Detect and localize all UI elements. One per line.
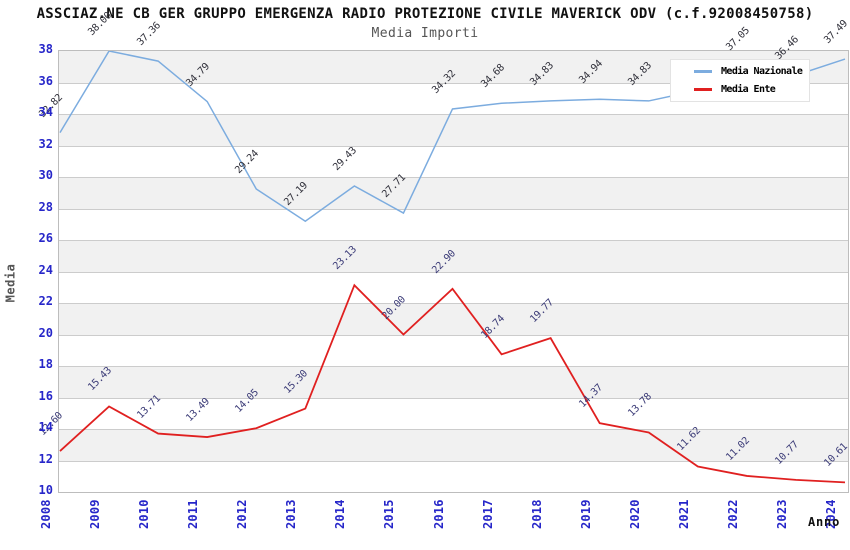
- gridline: [59, 366, 848, 367]
- chart-title: ASSCIAZ.NE CB GER GRUPPO EMERGENZA RADIO…: [36, 6, 814, 22]
- gridline: [59, 303, 848, 304]
- plot-band: [59, 208, 848, 240]
- x-tick-label: 2016: [431, 499, 446, 529]
- x-tick-label: 2019: [578, 499, 593, 529]
- gridline: [59, 145, 848, 147]
- plot-band: [59, 397, 848, 429]
- y-tick-label: 38: [38, 42, 53, 56]
- plot-band: [59, 460, 848, 492]
- y-tick-label: 28: [38, 199, 53, 214]
- legend-item-label: Media Nazionale: [721, 66, 803, 77]
- plot-band: [59, 114, 848, 146]
- y-tick-label: 10: [38, 483, 53, 497]
- gridline: [59, 82, 848, 84]
- x-tick-label: 2017: [480, 499, 495, 529]
- x-tick-label: 2020: [627, 499, 642, 529]
- y-tick-label: 32: [38, 136, 53, 151]
- plot-area: 32.82 38.00 37.36 34.79 29.24 27.19 29.43 27.71…: [37, 10, 850, 493]
- plot-band: [59, 145, 848, 177]
- gridline: [59, 397, 848, 399]
- x-tick-label: 2014: [333, 499, 348, 529]
- gridline: [59, 334, 848, 336]
- gridline: [59, 114, 848, 115]
- x-tick-label: 2023: [774, 499, 789, 529]
- y-tick-label: 36: [38, 73, 53, 88]
- gridline: [59, 208, 848, 210]
- y-tick-label: 16: [38, 388, 53, 403]
- x-tick-label: 2015: [382, 499, 397, 529]
- y-tick-label: 18: [38, 357, 53, 371]
- plot-band: [59, 303, 848, 335]
- gridline: [59, 271, 848, 273]
- x-tick-label: 2011: [186, 499, 201, 529]
- x-tick-label: 2008: [39, 499, 53, 529]
- legend-line-swatch-icon: [694, 70, 712, 73]
- x-tick-label: 2018: [529, 499, 544, 529]
- y-tick-label: 30: [38, 168, 53, 182]
- legend-item-label: Media Ente: [721, 84, 776, 95]
- legend-line-swatch-icon: [694, 88, 712, 91]
- plot-band: [59, 177, 848, 209]
- plot-band: [59, 334, 848, 366]
- legend-item-media-nazionale: Media Nazionale: [671, 65, 809, 79]
- chart-subtitle: Media Importi: [371, 26, 479, 41]
- x-tick-label: 2010: [137, 499, 152, 529]
- x-axis-title: Anno: [808, 515, 841, 529]
- plot-band: [59, 366, 848, 398]
- legend: Media Nazionale Media Ente: [670, 59, 810, 102]
- media-ente-line: [59, 283, 846, 484]
- y-tick-label: 20: [38, 325, 53, 340]
- gridline: [59, 177, 848, 178]
- y-tick-label: 12: [38, 451, 53, 466]
- y-tick-label: 24: [38, 262, 53, 277]
- plot-band: [59, 429, 848, 461]
- gridline: [59, 429, 848, 430]
- y-tick-label: 26: [38, 231, 53, 245]
- x-tick-label: 2021: [676, 499, 691, 529]
- legend-item-media-ente: Media Ente: [671, 83, 809, 97]
- x-tick-label: 2013: [284, 499, 299, 529]
- gridline: [59, 460, 848, 462]
- y-tick-label: 22: [38, 294, 53, 308]
- x-tick-label: 2012: [235, 499, 250, 529]
- x-tick-label: 2009: [88, 499, 103, 529]
- gridline: [59, 240, 848, 241]
- plot-band: [59, 240, 848, 272]
- plot-band: [59, 271, 848, 303]
- x-tick-label: 2022: [725, 499, 740, 529]
- y-tick-label: 14: [38, 420, 53, 434]
- series-lines: [59, 51, 846, 484]
- y-tick-label: 34: [38, 105, 53, 119]
